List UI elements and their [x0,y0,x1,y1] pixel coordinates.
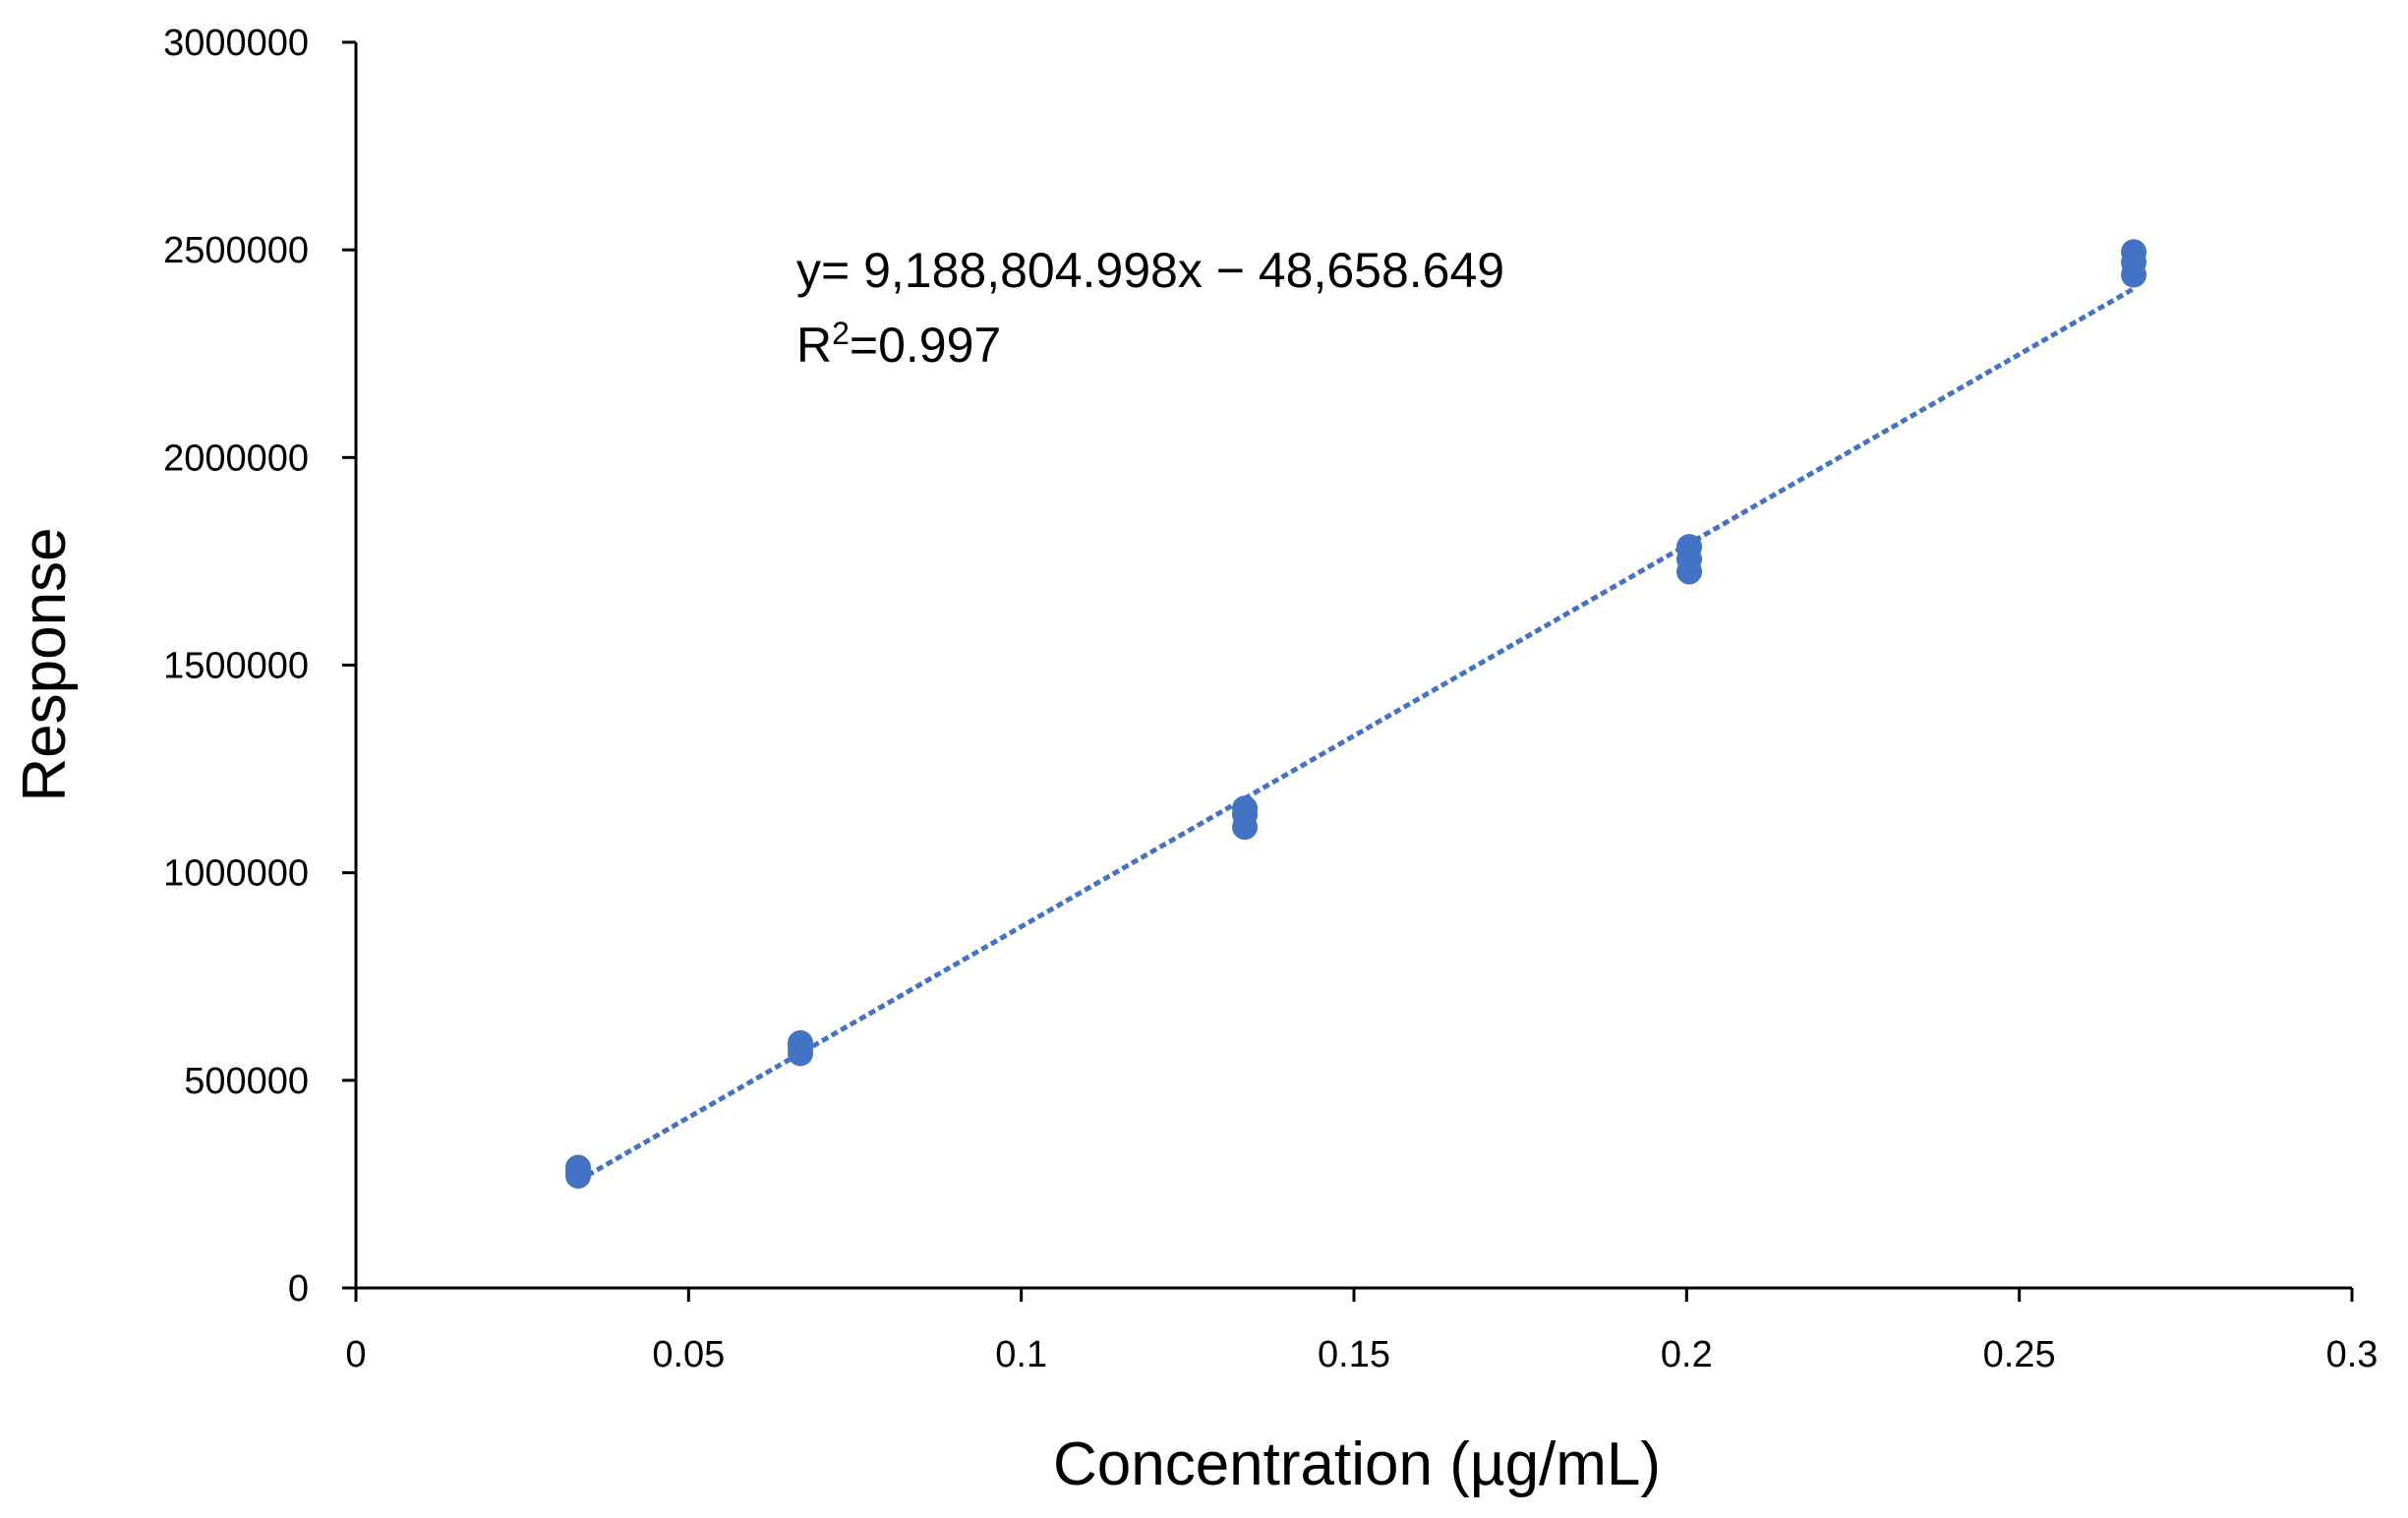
y-tick-label: 500000 [184,1061,309,1102]
r-squared-superscript: 2 [832,316,850,351]
y-axis-title: Response [11,527,79,801]
y-tick-label: 3000000 [163,23,309,64]
data-point [1232,795,1259,822]
trendline [576,286,2136,1184]
axes: 0 500000 1000000 1500000 2000000 2500000 30000… [163,23,2378,1375]
r-squared-annotation: R2=0.997 [796,316,1001,373]
trendline-equation: y= 9,188,804.998x − 48,658.649 [796,243,1504,298]
x-tick-label: 0.2 [1661,1334,1713,1375]
x-tick-label: 0.3 [2326,1334,2379,1375]
data-point [788,1029,814,1056]
x-tick-label: 0.25 [1983,1334,2056,1375]
x-tick-label: 0.1 [995,1334,1047,1375]
r-squared-prefix: R [796,318,832,373]
trendline-group [576,286,2136,1184]
data-point [2121,239,2147,265]
r-squared-value: =0.997 [850,318,1001,373]
y-tick-label: 2500000 [163,230,309,271]
x-tick-label: 0.05 [652,1334,725,1375]
x-tick-label: 0 [345,1334,366,1375]
y-tick-label: 1000000 [163,853,309,895]
data-point [1676,534,1703,560]
y-tick-label: 2000000 [163,438,309,479]
data-points [565,239,2147,1189]
x-tick-label: 0.15 [1318,1334,1390,1375]
y-tick-label: 1500000 [163,646,309,687]
y-tick-label: 0 [288,1268,309,1310]
data-point [565,1154,592,1181]
x-axis-title: Concentration (µg/mL) [1053,1430,1661,1498]
